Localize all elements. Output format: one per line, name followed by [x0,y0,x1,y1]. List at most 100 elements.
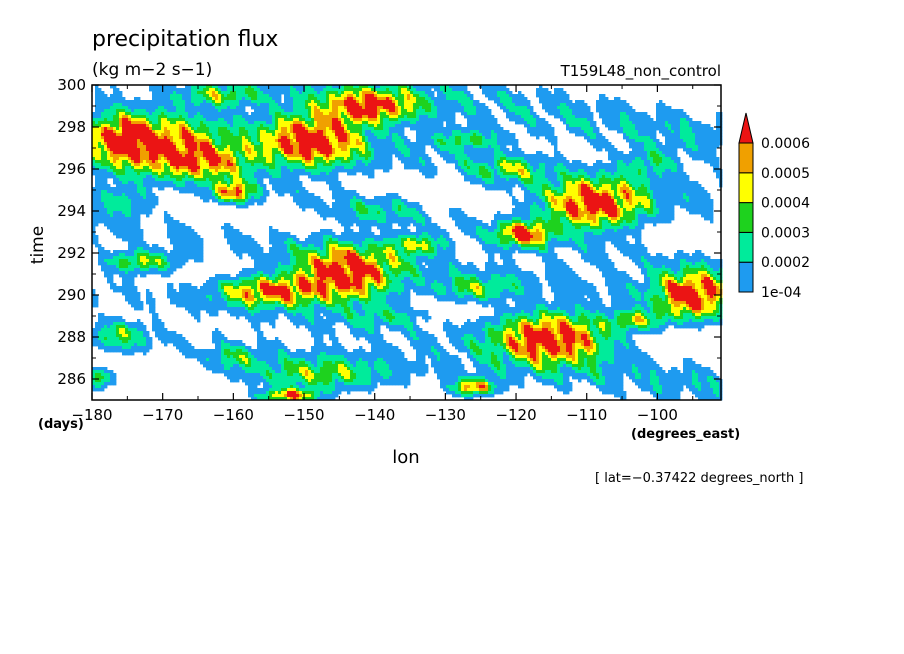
contour-cell [404,106,408,110]
contour-cell [518,94,522,98]
contour-cell [359,157,363,161]
contour-cell [179,118,183,122]
contour-cell [551,133,555,137]
contour-cell [104,94,108,98]
contour-cell [698,142,702,146]
contour-cell [95,121,99,125]
contour-cell [437,112,441,116]
contour-cell [263,145,267,149]
contour-cell [326,112,330,116]
contour-cell [383,169,387,173]
contour-cell [506,154,510,158]
contour-cell [605,145,609,149]
contour-cell [311,91,315,95]
contour-cell [713,154,717,158]
contour-cell [131,151,135,155]
contour-cell [560,157,564,161]
contour-cell [344,100,348,104]
contour-cell [368,133,372,137]
contour-cell [368,94,372,98]
contour-cell [248,94,252,98]
contour-cell [164,127,168,131]
contour-cell [476,127,480,131]
contour-cell [191,148,195,152]
contour-cell [230,145,234,149]
contour-cell [605,166,609,170]
contour-cell [488,151,492,155]
contour-cell [239,148,243,152]
contour-cell [398,100,402,104]
contour-cell [362,127,366,131]
contour-cell [284,100,288,104]
contour-cell [221,145,225,149]
contour-cell [581,130,585,134]
contour-cell [101,97,105,101]
contour-cell [707,157,711,161]
contour-cell [491,148,495,152]
contour-cell [452,154,456,158]
contour-cell [488,91,492,95]
contour-cell [272,163,276,167]
contour-cell [344,112,348,116]
contour-cell [302,142,306,146]
contour-cell [650,154,654,158]
contour-cell [473,112,477,116]
contour-cell [497,91,501,95]
contour-cell [716,136,720,140]
contour-cell [512,100,516,104]
contour-cell [698,145,702,149]
contour-cell [272,154,276,158]
contour-cell [617,151,621,155]
contour-cell [572,121,576,125]
contour-cell [701,130,705,134]
contour-cell [404,121,408,125]
contour-cell [122,118,126,122]
contour-cell [485,118,489,122]
contour-cell [197,124,201,128]
contour-cell [338,97,342,101]
contour-cell [452,127,456,131]
contour-cell [695,136,699,140]
contour-cell [203,142,207,146]
contour-cell [635,169,639,173]
contour-cell [437,124,441,128]
contour-cell [356,124,360,128]
contour-cell [173,160,177,164]
contour-cell [218,112,222,116]
contour-cell [239,145,243,149]
contour-cell [236,85,240,89]
contour-cell [509,112,513,116]
contour-cell [287,97,291,101]
contour-cell [92,142,96,146]
contour-cell [611,103,615,107]
contour-cell [617,154,621,158]
contour-cell [509,160,513,164]
contour-cell [563,169,567,173]
contour-cell [290,136,294,140]
contour-cell [617,160,621,164]
contour-cell [155,160,159,164]
contour-cell [659,157,663,161]
contour-cell [449,97,453,101]
contour-cell [488,127,492,131]
contour-cell [236,145,240,149]
contour-cell [488,166,492,170]
contour-cell [377,160,381,164]
contour-cell [569,169,573,173]
contour-cell [206,100,210,104]
contour-cell [194,91,198,95]
contour-cell [491,94,495,98]
contour-cell [185,148,189,152]
contour-cell [449,121,453,125]
contour-cell [185,115,189,119]
contour-cell [383,130,387,134]
contour-cell [548,124,552,128]
contour-cell [641,154,645,158]
contour-cell [338,112,342,116]
contour-cell [398,121,402,125]
contour-cell [530,106,534,110]
contour-cell [134,124,138,128]
contour-cell [137,169,141,173]
contour-cell [635,133,639,137]
contour-cell [365,166,369,170]
